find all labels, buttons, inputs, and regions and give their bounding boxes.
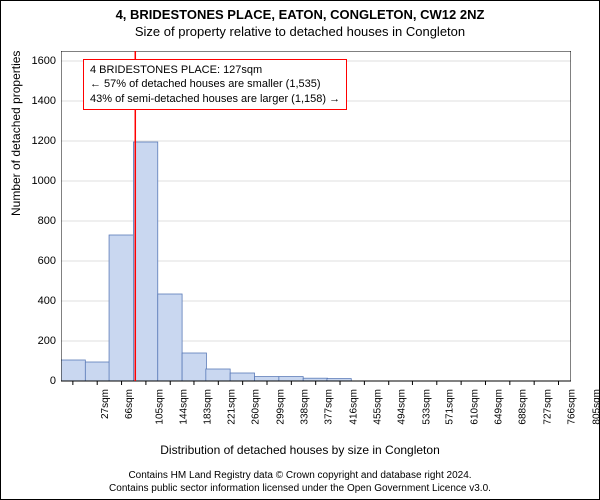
x-tick-label: 727sqm <box>542 389 553 425</box>
y-tick-label: 400 <box>26 295 56 307</box>
y-tick-label: 1400 <box>26 95 56 107</box>
footer-attribution: Contains HM Land Registry data © Crown c… <box>1 470 599 495</box>
info-line-1: 4 BRIDESTONES PLACE: 127sqm <box>90 63 340 77</box>
y-tick-label: 600 <box>26 255 56 267</box>
x-tick-label: 494sqm <box>397 389 408 425</box>
y-tick-label: 200 <box>26 335 56 347</box>
x-tick-label: 766sqm <box>567 389 578 425</box>
x-axis-label: Distribution of detached houses by size … <box>1 443 599 457</box>
x-tick-label: 144sqm <box>178 389 189 425</box>
y-tick-label: 1600 <box>26 55 56 67</box>
x-tick-label: 533sqm <box>421 389 432 425</box>
x-tick-label: 455sqm <box>373 389 384 425</box>
x-tick-label: 805sqm <box>591 389 600 425</box>
info-line-2: ← 57% of detached houses are smaller (1,… <box>90 77 340 91</box>
title-address: 4, BRIDESTONES PLACE, EATON, CONGLETON, … <box>1 7 599 22</box>
title-subtitle: Size of property relative to detached ho… <box>1 24 599 39</box>
info-line-3: 43% of semi-detached houses are larger (… <box>90 92 340 106</box>
x-tick-label: 221sqm <box>227 389 238 425</box>
footer-line-1: Contains HM Land Registry data © Crown c… <box>1 470 599 483</box>
x-tick-label: 649sqm <box>494 389 505 425</box>
x-tick-label: 299sqm <box>275 389 286 425</box>
marker-info-box: 4 BRIDESTONES PLACE: 127sqm ← 57% of det… <box>83 59 347 110</box>
x-tick-label: 27sqm <box>100 389 111 419</box>
y-tick-label: 1200 <box>26 135 56 147</box>
plot-area: 4 BRIDESTONES PLACE: 127sqm ← 57% of det… <box>61 51 571 381</box>
y-tick-label: 1000 <box>26 175 56 187</box>
x-tick-label: 610sqm <box>469 389 480 425</box>
x-tick-label: 183sqm <box>203 389 214 425</box>
y-tick-label: 800 <box>26 215 56 227</box>
chart-container: 4, BRIDESTONES PLACE, EATON, CONGLETON, … <box>0 0 600 500</box>
x-tick-label: 416sqm <box>348 389 359 425</box>
footer-line-2: Contains public sector information licen… <box>1 483 599 496</box>
x-tick-label: 105sqm <box>154 389 165 425</box>
x-tick-label: 260sqm <box>251 389 262 425</box>
y-tick-label: 0 <box>26 375 56 387</box>
x-tick-label: 338sqm <box>300 389 311 425</box>
x-tick-label: 571sqm <box>445 389 456 425</box>
x-tick-label: 688sqm <box>518 389 529 425</box>
x-tick-label: 377sqm <box>324 389 335 425</box>
x-tick-label: 66sqm <box>124 389 135 419</box>
y-axis-label: Number of detached properties <box>9 51 23 216</box>
